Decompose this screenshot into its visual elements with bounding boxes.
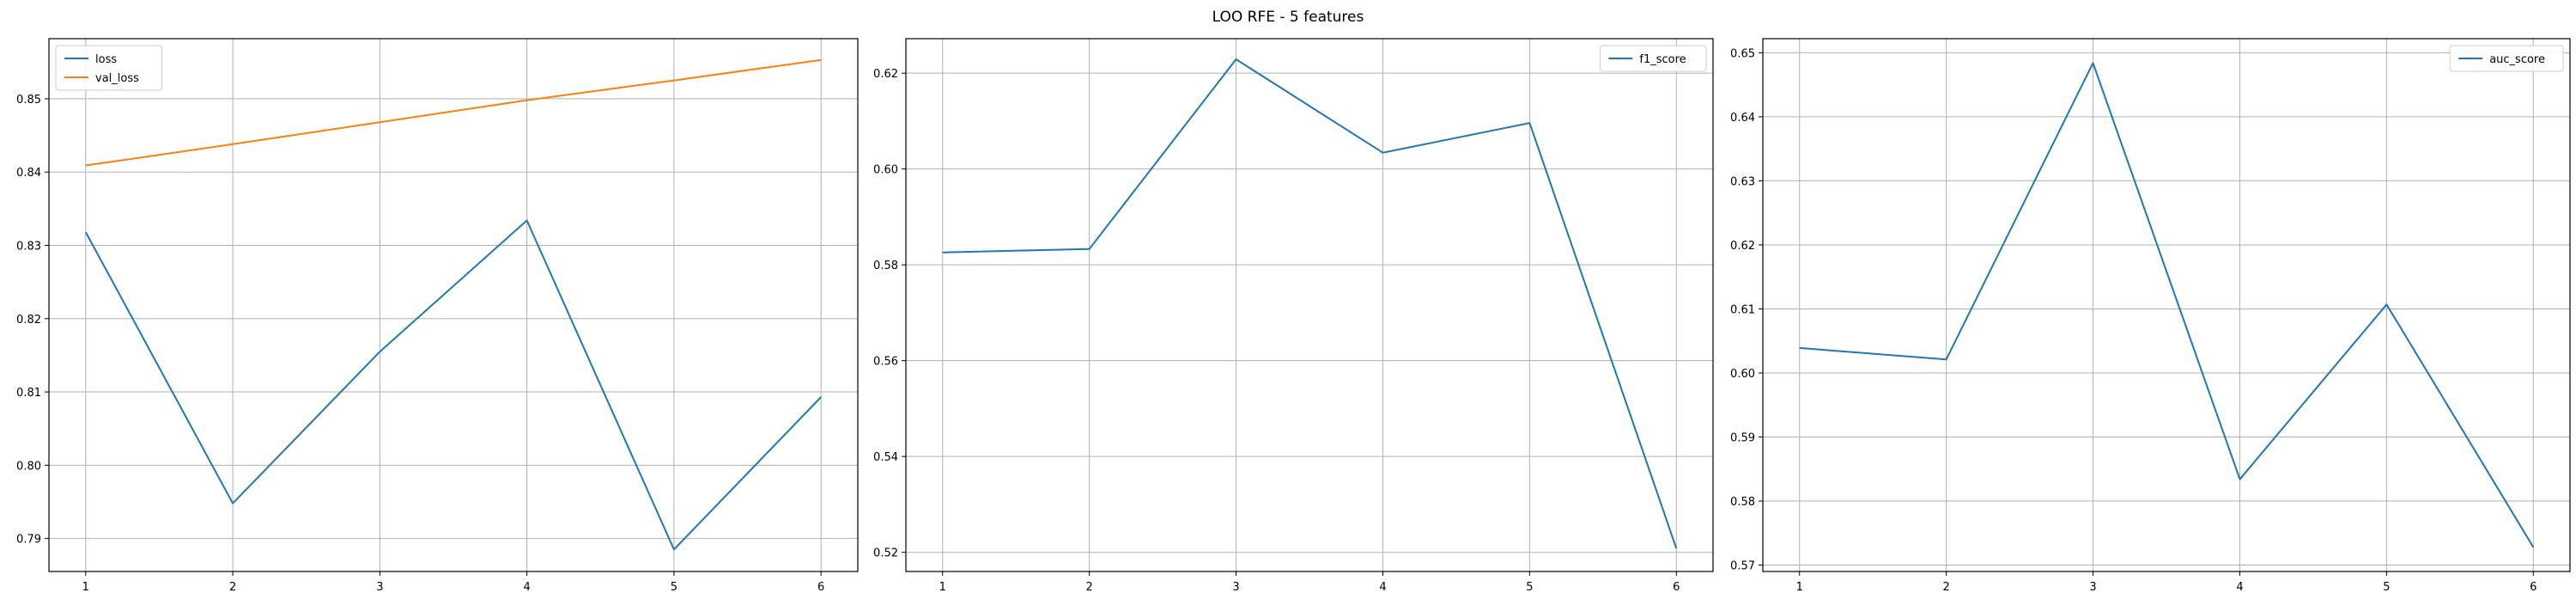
x-tick-label: 2 <box>229 581 236 594</box>
y-tick-label: 0.60 <box>1730 368 1755 381</box>
y-tick-label: 0.57 <box>1730 560 1755 573</box>
y-tick-label: 0.82 <box>16 314 41 327</box>
y-tick-label: 0.62 <box>1730 240 1755 253</box>
y-tick-label: 0.63 <box>1730 175 1755 188</box>
x-tick-label: 1 <box>82 581 89 594</box>
x-tick-label: 4 <box>2236 581 2243 594</box>
legend-label-f1-score: f1_score <box>1639 53 1686 66</box>
legend-box <box>1599 45 1707 72</box>
y-tick-label: 0.85 <box>16 94 41 107</box>
legend-label-val-loss: val_loss <box>95 72 139 85</box>
y-tick-label: 0.58 <box>873 260 898 272</box>
series-line-val-loss <box>85 58 822 167</box>
axes-frame <box>48 38 859 572</box>
y-tick-label: 0.65 <box>1730 47 1755 60</box>
x-tick-label: 2 <box>1942 581 1949 594</box>
legend-box <box>55 45 163 91</box>
series-line-loss <box>84 219 822 551</box>
x-tick-label: 1 <box>939 581 946 594</box>
x-tick-label: 5 <box>1526 581 1533 594</box>
legend-box <box>2449 45 2564 72</box>
y-tick-label: 0.83 <box>16 240 41 253</box>
x-tick-label: 6 <box>2530 581 2537 594</box>
y-tick-label: 0.52 <box>873 547 898 560</box>
axes-frame <box>905 38 1714 572</box>
y-tick-label: 0.58 <box>1730 496 1755 509</box>
series-line-auc-score <box>1799 62 2535 548</box>
y-tick-label: 0.81 <box>16 387 41 400</box>
legend: auc_score <box>2449 45 2564 72</box>
x-tick-label: 5 <box>671 581 677 594</box>
x-tick-label: 5 <box>2383 581 2390 594</box>
y-tick-label: 0.56 <box>873 356 898 369</box>
legend-label-auc-score: auc_score <box>2489 53 2545 66</box>
y-tick-label: 0.60 <box>873 164 898 177</box>
y-tick-label: 0.59 <box>1730 432 1755 445</box>
series-line-f1-score <box>942 58 1678 549</box>
y-tick-label: 0.84 <box>16 167 41 180</box>
legend: f1_score <box>1599 45 1707 72</box>
figure-title: LOO RFE - 5 features <box>1212 9 1364 26</box>
x-tick-label: 2 <box>1085 581 1092 594</box>
legend-label-loss: loss <box>95 53 117 66</box>
y-tick-label: 0.61 <box>1730 303 1755 316</box>
x-tick-label: 3 <box>2089 581 2096 594</box>
subplot-1: 1 2 3 4 5 6 0.79 0.80 0.81 0.82 0.83 0.84 0.85 loss va… <box>16 38 859 594</box>
y-tick-label: 0.80 <box>16 460 41 473</box>
subplot-2: 1 2 3 4 5 6 0.52 0.54 0.56 0.58 0.60 0.62 f1_score <box>873 38 1714 594</box>
subplot-3: 1 2 3 4 5 6 0.57 0.58 0.59 0.60 0.61 0.62 0.63 0.64 0.… <box>1730 38 2571 594</box>
x-tick-label: 3 <box>1232 581 1239 594</box>
y-tick-label: 0.79 <box>16 534 41 547</box>
axes-frame <box>1762 38 2571 572</box>
x-tick-label: 4 <box>523 581 530 594</box>
x-tick-label: 1 <box>1796 581 1803 594</box>
y-tick-label: 0.54 <box>873 451 898 464</box>
y-tick-label: 0.64 <box>1730 112 1755 125</box>
x-tick-label: 6 <box>1673 581 1680 594</box>
x-tick-label: 3 <box>376 581 383 594</box>
y-tick-label: 0.62 <box>873 68 898 81</box>
legend: loss val_loss <box>55 45 163 91</box>
x-tick-label: 4 <box>1379 581 1386 594</box>
x-tick-label: 6 <box>817 581 824 594</box>
